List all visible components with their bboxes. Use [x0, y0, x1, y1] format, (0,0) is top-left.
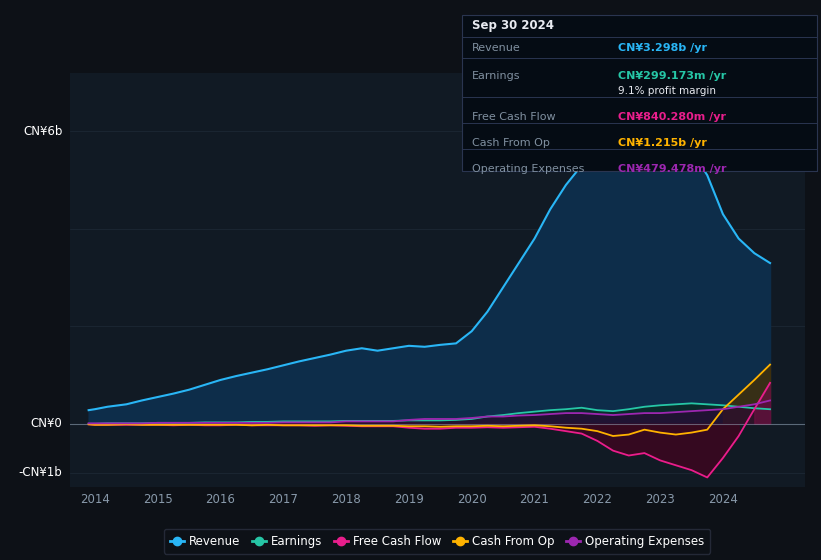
Text: Earnings: Earnings: [472, 71, 521, 81]
Text: Free Cash Flow: Free Cash Flow: [472, 112, 556, 122]
Text: CN¥479.478m /yr: CN¥479.478m /yr: [618, 164, 727, 174]
Text: Sep 30 2024: Sep 30 2024: [472, 20, 554, 32]
Text: CN¥6b: CN¥6b: [23, 125, 62, 138]
Text: Cash From Op: Cash From Op: [472, 138, 550, 148]
Text: CN¥3.298b /yr: CN¥3.298b /yr: [618, 43, 707, 53]
Text: 9.1% profit margin: 9.1% profit margin: [618, 86, 716, 96]
Text: CN¥0: CN¥0: [30, 417, 62, 430]
Text: CN¥299.173m /yr: CN¥299.173m /yr: [618, 71, 727, 81]
Text: Operating Expenses: Operating Expenses: [472, 164, 585, 174]
Text: CN¥840.280m /yr: CN¥840.280m /yr: [618, 112, 727, 122]
Text: Revenue: Revenue: [472, 43, 521, 53]
Text: CN¥1.215b /yr: CN¥1.215b /yr: [618, 138, 707, 148]
Legend: Revenue, Earnings, Free Cash Flow, Cash From Op, Operating Expenses: Revenue, Earnings, Free Cash Flow, Cash …: [164, 529, 710, 554]
Text: -CN¥1b: -CN¥1b: [19, 466, 62, 479]
